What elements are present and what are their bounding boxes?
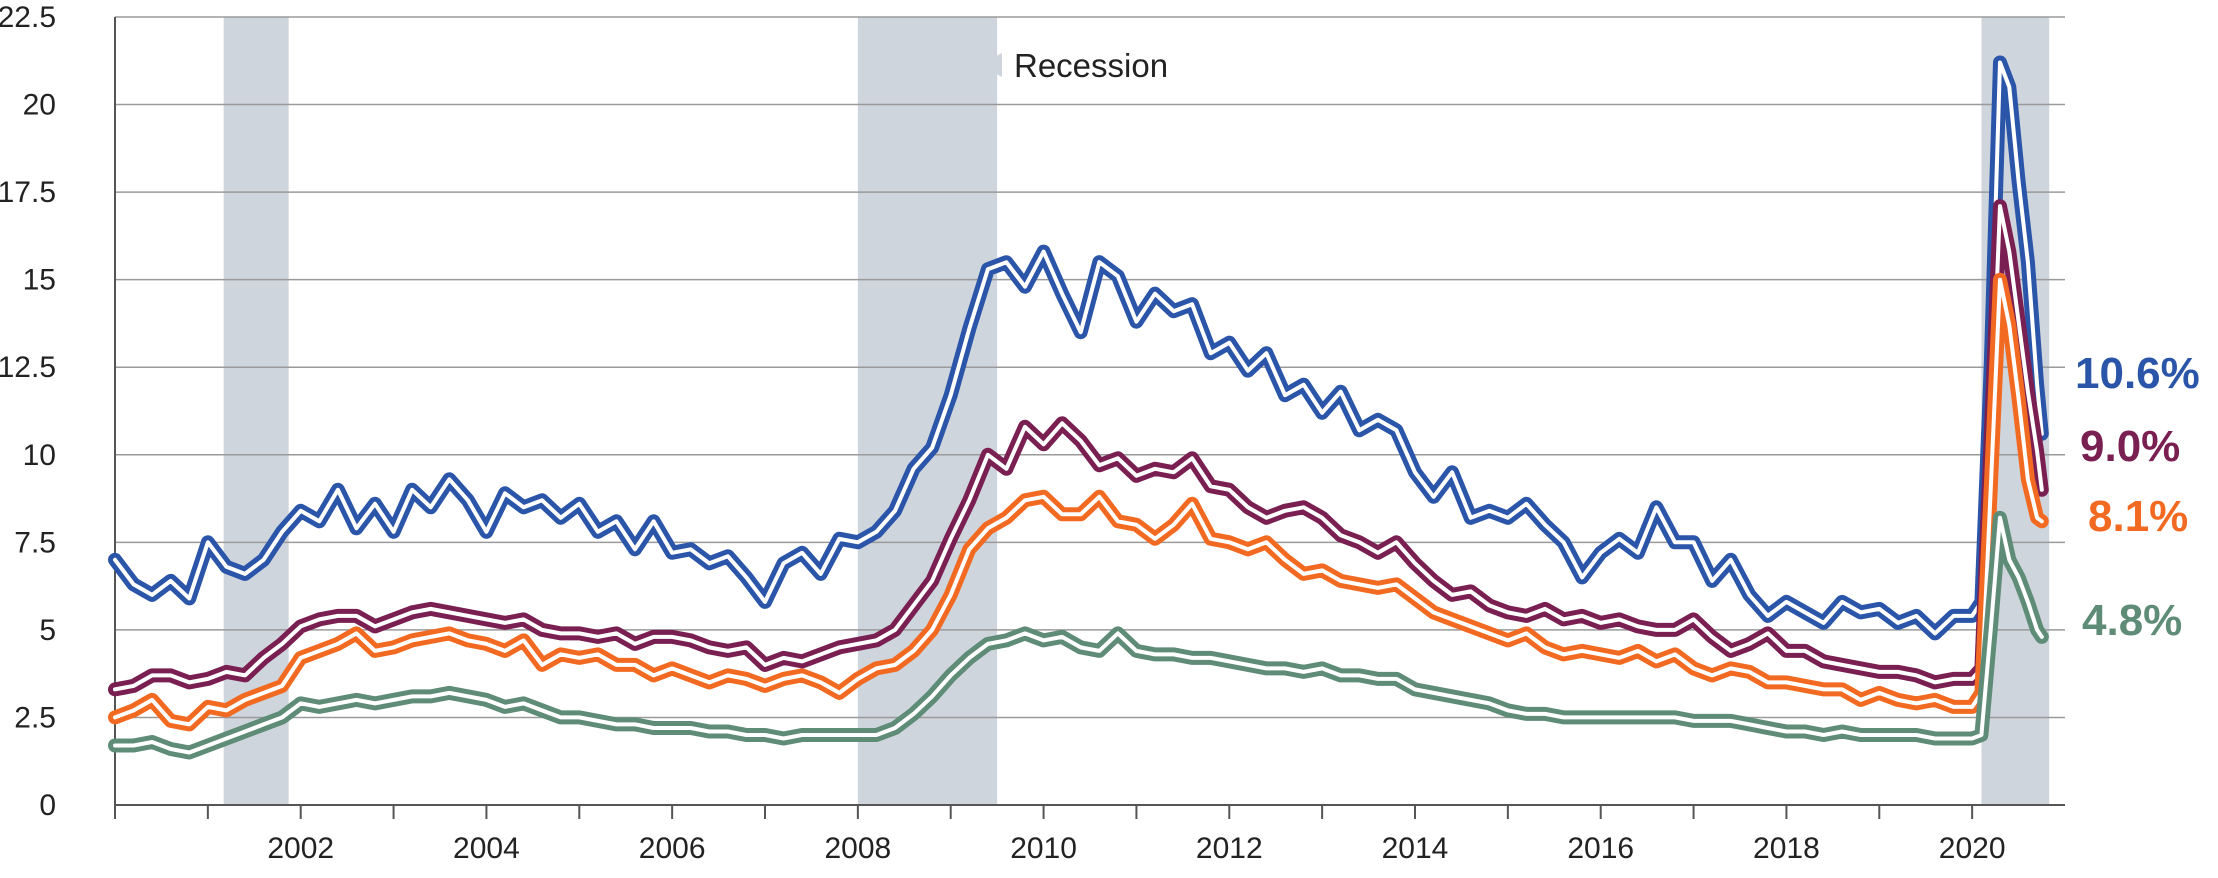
y-tick-labels: 0 2.5 5 7.5 10 12.5 15 17.5 20 22.5 — [0, 1, 56, 822]
x-tick-label-3: 2008 — [824, 832, 891, 865]
y-tick-label-4: 10 — [23, 439, 56, 472]
recession-legend-icon — [980, 53, 1002, 77]
axes — [114, 17, 2065, 819]
series-end-label-2: 8.1% — [2088, 492, 2188, 541]
series-line-highlight-1 — [113, 204, 2044, 692]
series-line-highlight-0 — [113, 60, 2044, 636]
x-tick-label-1: 2004 — [453, 832, 520, 865]
series-end-label-3: 4.8% — [2082, 596, 2182, 645]
y-tick-label-2: 5 — [39, 614, 56, 647]
series-line-highlight-3 — [113, 515, 2044, 755]
y-tick-label-5: 12.5 — [0, 351, 56, 384]
series-lines — [108, 55, 2049, 760]
x-tick-label-6: 2014 — [1382, 832, 1449, 865]
end-value-labels: 10.6% 9.0% 8.1% 4.8% — [2075, 349, 2200, 645]
series-end-label-0: 10.6% — [2075, 349, 2200, 398]
x-tick-label-8: 2018 — [1753, 832, 1820, 865]
y-tick-label-8: 20 — [23, 89, 56, 122]
series-end-label-1: 9.0% — [2080, 422, 2180, 471]
x-tick-label-5: 2012 — [1196, 832, 1263, 865]
x-tick-label-2: 2006 — [639, 832, 706, 865]
x-tick-label-4: 2010 — [1010, 832, 1077, 865]
series-line-highlight-2 — [113, 277, 2044, 727]
x-tick-label-0: 2002 — [267, 832, 334, 865]
y-tick-label-7: 17.5 — [0, 176, 56, 209]
x-tick-label-7: 2016 — [1567, 832, 1634, 865]
series-line-0 — [108, 55, 2049, 641]
recession-band-1 — [857, 17, 998, 805]
y-tick-label-3: 7.5 — [14, 526, 56, 559]
x-tick-label-9: 2020 — [1939, 832, 2006, 865]
y-tick-label-0: 0 — [39, 789, 56, 822]
y-tick-label-9: 22.5 — [0, 1, 56, 34]
recession-legend-label: Recession — [1014, 47, 1168, 84]
x-tick-labels: 2002 2004 2006 2008 2010 2012 2014 2016 2018 2020 — [267, 832, 2005, 865]
y-tick-label-6: 15 — [23, 264, 56, 297]
y-tick-label-1: 2.5 — [14, 701, 56, 734]
legend: Recession — [980, 47, 1168, 84]
